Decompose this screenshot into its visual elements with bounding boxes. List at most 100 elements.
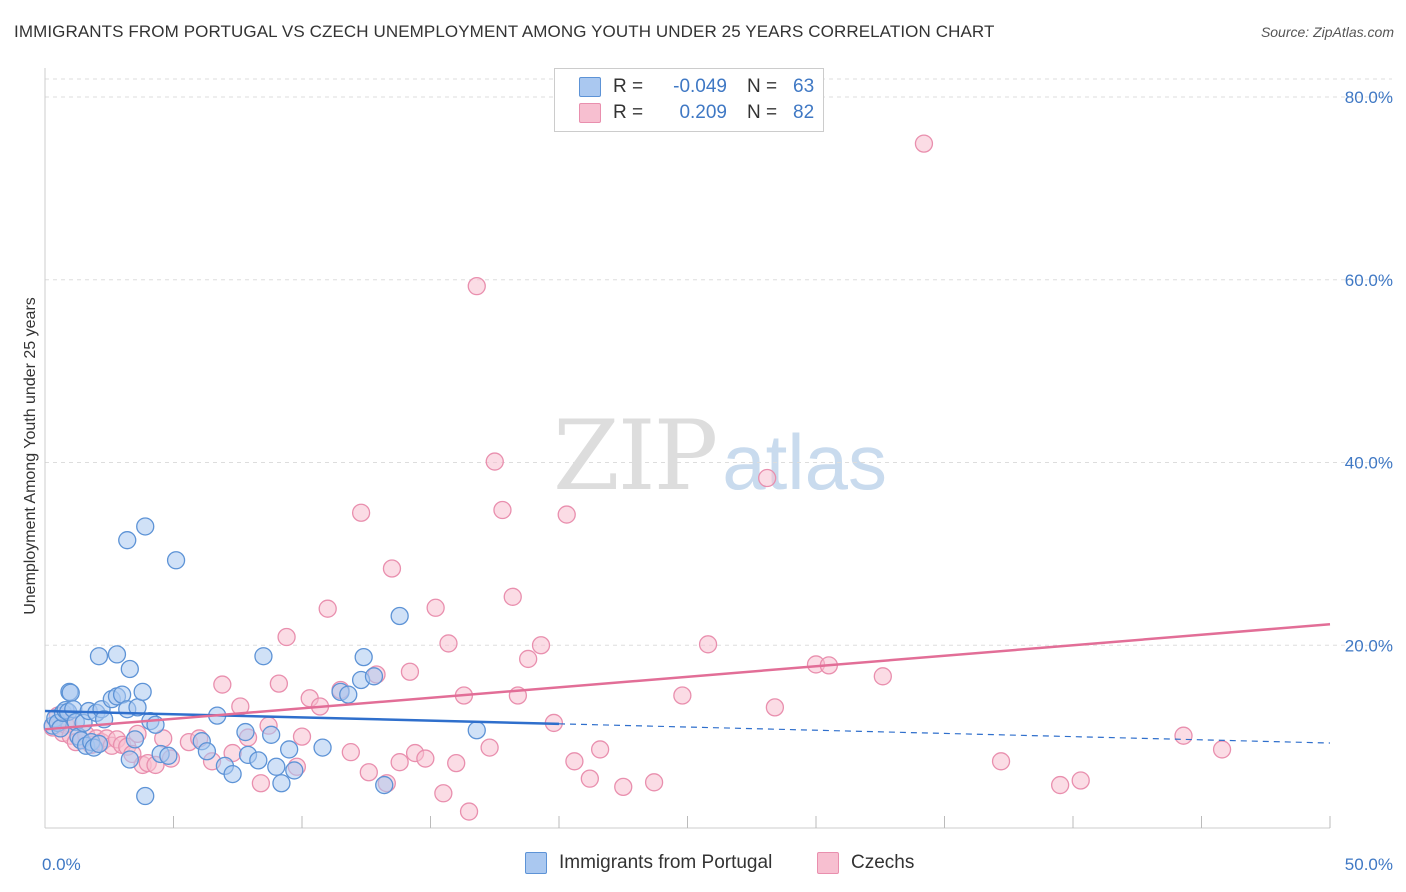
portugal-point	[339, 685, 358, 704]
portugal-point	[159, 746, 178, 765]
czechs-point	[1174, 726, 1193, 745]
portugal-point	[375, 775, 394, 795]
y-tick-label: 80.0%	[1345, 88, 1393, 107]
czechs-point	[565, 752, 584, 771]
czechs-point	[277, 627, 296, 647]
portugal-trend-line	[44, 709, 560, 726]
series-legend-label: Czechs	[851, 852, 915, 873]
series-legend-label: Immigrants from Portugal	[559, 852, 773, 873]
legend-r-label: R =	[613, 76, 644, 97]
portugal-point	[89, 734, 109, 754]
czechs-point	[269, 674, 289, 693]
portugal-point	[136, 517, 155, 536]
czechs-trend-line	[44, 622, 1331, 731]
legend-swatch-pink	[579, 103, 601, 123]
series-legend-czechs: Czechs	[817, 852, 914, 874]
czechs-point	[493, 500, 512, 520]
legend-swatch-blue	[579, 77, 601, 97]
legend-n-label: N =	[747, 76, 778, 97]
czechs-point	[580, 769, 599, 788]
portugal-point	[249, 751, 268, 770]
czechs-point	[467, 276, 486, 296]
czechs-point	[351, 503, 371, 522]
portugal-point	[279, 740, 299, 759]
gridlines	[45, 78, 1392, 646]
czechs-point	[503, 587, 522, 606]
watermark-zip: ZIP	[553, 400, 718, 512]
czechs-point	[382, 559, 402, 578]
portugal-point	[467, 721, 486, 740]
czechs-point	[614, 777, 633, 797]
legend-row-czechs: R = 0.209 N = 82	[579, 101, 814, 125]
portugal-point	[354, 647, 373, 667]
portugal-point	[61, 683, 80, 702]
portugal-point	[136, 786, 155, 806]
portugal-point	[267, 757, 286, 776]
czechs-point	[1071, 771, 1090, 790]
czechs-point	[416, 749, 435, 768]
x-tick-label-max: 50.0%	[1345, 855, 1393, 874]
czechs-point	[390, 753, 409, 772]
legend-r-value: -0.049	[673, 76, 727, 97]
trend-lines	[44, 622, 1331, 744]
czechs-point	[400, 662, 420, 681]
legend-n-label: N =	[747, 102, 778, 123]
portugal-point	[313, 738, 332, 757]
axes	[44, 68, 1331, 829]
legend-n-value: 82	[793, 102, 815, 123]
czechs-point	[341, 743, 360, 762]
czechs-point	[590, 740, 610, 759]
czechs-point	[1212, 740, 1232, 759]
tick-labels: 20.0% 40.0% 60.0% 80.0% 0.0% 50.0% Unemploymen…	[22, 88, 1393, 874]
portugal-point	[262, 725, 281, 744]
czechs-point	[531, 636, 551, 655]
series-legend-portugal: Immigrants from Portugal	[525, 852, 772, 874]
portugal-point	[364, 667, 384, 686]
czechs-point	[673, 686, 692, 705]
legend-r-value: 0.209	[679, 102, 727, 123]
portugal-point	[197, 742, 217, 761]
portugal-point	[272, 774, 291, 793]
portugal-points	[43, 517, 486, 806]
czechs-point	[213, 675, 232, 694]
czechs-point	[765, 698, 785, 717]
czechs-point	[557, 505, 576, 524]
czechs-point	[251, 774, 271, 793]
czechs-point	[292, 727, 312, 746]
portugal-point	[89, 647, 109, 666]
y-axis-label: Unemployment Among Youth under 25 years	[22, 297, 39, 615]
portugal-point	[125, 730, 145, 749]
correlation-legend: R = -0.049 N = 63 R = 0.209 N = 82	[554, 68, 824, 132]
portugal-point	[133, 682, 152, 702]
portugal-point	[120, 659, 139, 679]
portugal-point	[236, 722, 255, 742]
czechs-point	[758, 468, 777, 488]
y-tick-label: 20.0%	[1345, 636, 1393, 655]
source-credit: Source: ZipAtlas.com	[1260, 24, 1394, 40]
chart-title: IMMIGRANTS FROM PORTUGAL VS CZECH UNEMPL…	[14, 22, 995, 41]
czechs-point	[447, 753, 466, 773]
portugal-point	[223, 764, 242, 784]
portugal-point	[254, 647, 273, 666]
legend-row-portugal: R = -0.049 N = 63	[579, 75, 814, 99]
czechs-point	[459, 802, 479, 821]
czechs-point	[434, 784, 453, 803]
czechs-point	[480, 738, 499, 757]
portugal-point	[285, 761, 304, 780]
portugal-trend-extension	[558, 723, 1331, 744]
portugal-point	[107, 645, 127, 664]
y-tick-label: 40.0%	[1345, 454, 1393, 473]
czechs-point	[519, 649, 538, 669]
series-swatch-blue	[525, 852, 547, 874]
legend-r-label: R =	[613, 102, 644, 123]
watermark: ZIPatlas	[553, 400, 887, 512]
x-tick-label-min: 0.0%	[42, 855, 81, 874]
czechs-point	[698, 635, 718, 654]
portugal-point	[166, 551, 186, 570]
czechs-point	[318, 599, 337, 618]
czechs-point	[873, 667, 892, 686]
czechs-point	[644, 773, 664, 792]
portugal-point	[120, 750, 139, 769]
czechs-point	[1051, 775, 1070, 795]
